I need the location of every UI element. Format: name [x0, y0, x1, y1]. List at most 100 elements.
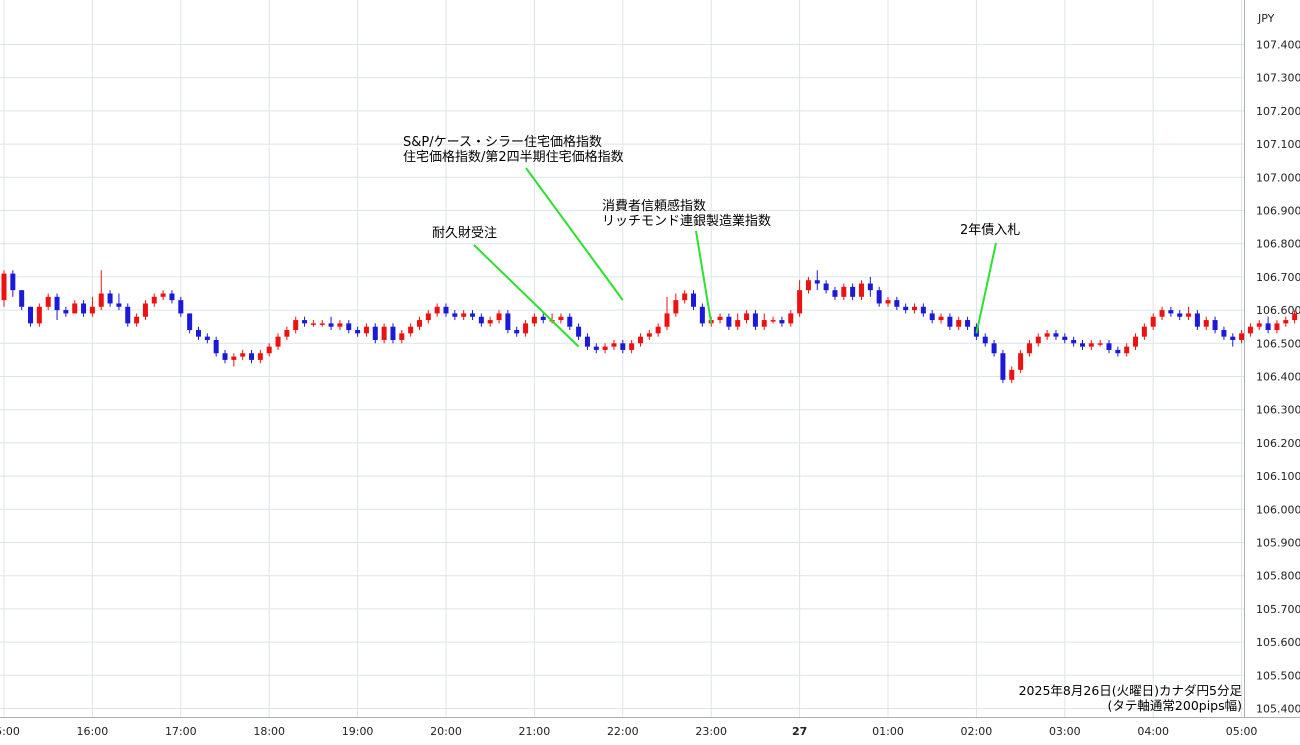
y-tick-label: 107.400 — [1256, 39, 1300, 52]
footnote-line: 2025年8月26日(火曜日)カナダ円5分足 — [1019, 683, 1243, 698]
candle-body — [1247, 326, 1253, 334]
annotation-label: 消費者信頼感指数 — [602, 198, 706, 214]
candle-body — [1115, 349, 1121, 354]
candle-body — [1194, 313, 1200, 327]
candle-body — [231, 356, 237, 360]
candle-body — [346, 323, 352, 331]
candle-body — [355, 330, 361, 334]
candle-body — [1177, 313, 1183, 317]
annotation-leader-line — [695, 230, 713, 324]
candle-body — [98, 293, 104, 307]
candle-body — [867, 283, 873, 291]
annotation-leader-line — [473, 244, 580, 348]
x-tick-label: 21:00 — [519, 725, 551, 738]
candle-body — [903, 306, 909, 311]
x-tick-label: 20:00 — [430, 725, 462, 738]
candle-body — [1097, 343, 1103, 345]
candle-body — [682, 293, 688, 301]
candle-body — [1274, 323, 1280, 331]
grid-lines — [0, 0, 1244, 717]
candle-body — [505, 313, 511, 331]
candle-body — [664, 313, 670, 327]
candle-body — [752, 313, 758, 327]
y-tick-label: 106.200 — [1256, 437, 1300, 450]
x-tick-label: 19:00 — [342, 725, 374, 738]
candle-body — [222, 353, 228, 360]
candle-body — [478, 316, 484, 324]
candle-body — [1026, 343, 1032, 354]
candle-body — [470, 313, 476, 317]
candle-body — [761, 320, 767, 327]
candle-body — [726, 316, 732, 327]
annotation-label: 2年債入札 — [960, 223, 1020, 238]
candle-body — [1212, 320, 1218, 331]
candle-body — [443, 306, 449, 314]
x-tick-label: 15:00 — [0, 725, 20, 738]
candle-body — [965, 320, 971, 327]
candle-body — [408, 326, 414, 334]
candle-body — [302, 320, 308, 324]
y-tick-label: 106.900 — [1256, 205, 1300, 218]
candle-body — [169, 293, 175, 301]
candle-body — [558, 316, 564, 321]
x-tick-label: 27 — [792, 725, 807, 738]
currency-label[interactable]: JPY — [1257, 12, 1275, 25]
candle-body — [72, 303, 78, 314]
candle-body — [434, 306, 440, 314]
candle-body — [1239, 333, 1245, 340]
annotation-label: リッチモンド連銀製造業指数 — [602, 213, 771, 229]
candle-body — [1150, 316, 1156, 327]
candle-body — [328, 323, 334, 327]
candle-body — [310, 323, 316, 325]
candle-body — [452, 313, 458, 317]
candle-body — [1283, 320, 1289, 324]
candle-body — [1035, 336, 1041, 344]
candle-body — [947, 316, 953, 327]
candle-body — [319, 323, 325, 325]
candle-body — [1106, 343, 1112, 350]
annotation-label: 住宅価格指数/第2四半期住宅価格指数 — [403, 149, 624, 165]
y-tick-label: 106.400 — [1256, 371, 1300, 384]
candle-body — [284, 330, 290, 337]
candles — [1, 270, 1298, 384]
candle-body — [1079, 343, 1085, 347]
y-tick-label: 106.600 — [1256, 304, 1300, 317]
candle-body — [797, 290, 803, 314]
candle-body — [1265, 323, 1271, 331]
candle-body — [416, 320, 422, 327]
candle-body — [646, 333, 652, 337]
candle-body — [257, 353, 263, 360]
candle-body — [10, 273, 16, 291]
candle-body — [611, 343, 617, 347]
y-tick-label: 105.500 — [1256, 669, 1300, 682]
candle-body — [134, 316, 140, 324]
candle-body — [425, 313, 431, 321]
candle-body — [567, 316, 573, 327]
candle-body — [814, 280, 820, 284]
candle-body — [1124, 346, 1130, 354]
candle-body — [673, 300, 679, 314]
candle-body — [399, 333, 405, 340]
candle-body — [894, 300, 900, 307]
candle-body — [593, 346, 599, 350]
candle-body — [770, 320, 776, 322]
candle-body — [293, 320, 299, 331]
y-tick-label: 106.800 — [1256, 238, 1300, 251]
candle-body — [381, 326, 387, 340]
candle-body — [1168, 310, 1174, 314]
candle-body — [266, 346, 272, 354]
candle-body — [178, 300, 184, 314]
x-tick-label: 22:00 — [607, 725, 639, 738]
candle-body — [1141, 326, 1147, 337]
annotation-label: S&P/ケース・シラー住宅価格指数 — [403, 134, 602, 150]
candle-body — [1159, 310, 1165, 317]
candle-body — [204, 336, 210, 340]
candle-body — [602, 346, 608, 350]
candle-body — [1000, 353, 1006, 380]
candle-body — [584, 336, 590, 347]
y-tick-label: 105.900 — [1256, 537, 1300, 550]
x-tick-label: 05:00 — [1226, 725, 1258, 738]
candle-body — [929, 313, 935, 321]
candle-body — [823, 283, 829, 291]
